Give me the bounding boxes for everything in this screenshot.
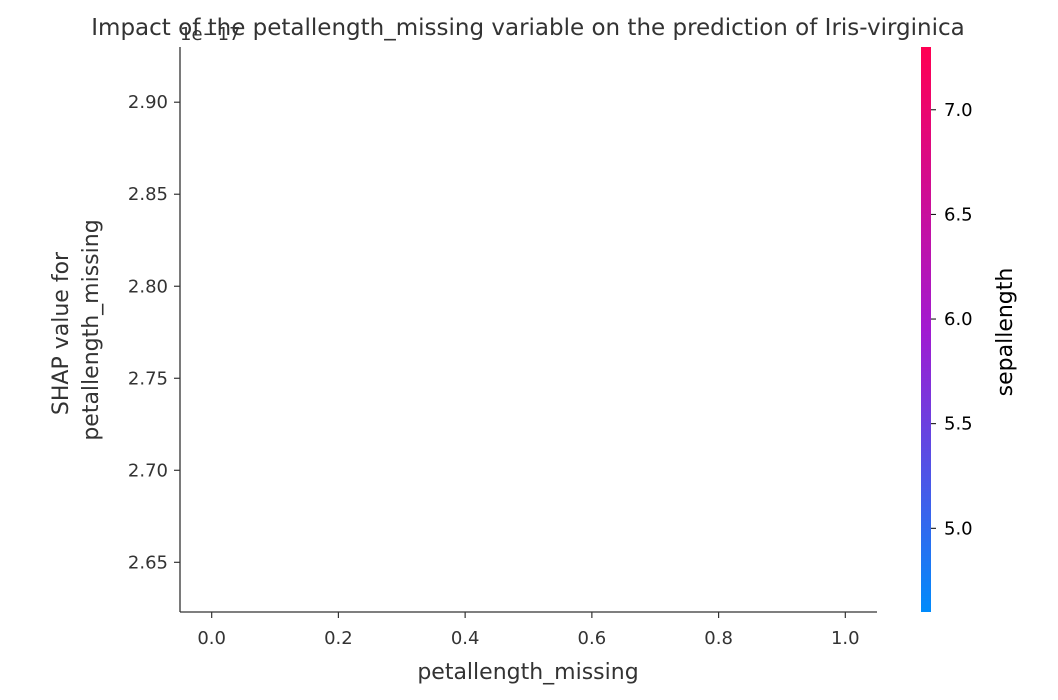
y-tick-label: 2.80 (128, 276, 168, 297)
y-axis-label: SHAP value for petallength_missing (49, 219, 104, 440)
y-tick-label: 2.90 (128, 92, 168, 113)
y-ticks: 2.65 2.70 2.75 2.80 2.85 2.90 (128, 92, 180, 573)
y-offset-label: 1e−17 (180, 24, 241, 45)
colorbar-tick-label: 6.5 (944, 204, 973, 225)
y-tick-label: 2.75 (128, 368, 168, 389)
colorbar-tick-label: 6.0 (944, 309, 973, 330)
x-tick-label: 0.6 (578, 628, 607, 649)
x-tick-label: 0.2 (324, 628, 353, 649)
y-tick-label: 2.85 (128, 184, 168, 205)
x-tick-label: 1.0 (831, 628, 860, 649)
y-tick-label: 2.65 (128, 552, 168, 573)
colorbar-tick-label: 5.0 (944, 518, 973, 539)
x-tick-label: 0.0 (197, 628, 226, 649)
y-tick-label: 2.70 (128, 460, 168, 481)
x-axis-label: petallength_missing (417, 660, 638, 685)
colorbar-tick-label: 5.5 (944, 414, 973, 435)
x-tick-label: 0.4 (451, 628, 480, 649)
chart-title: Impact of the petallength_missing variab… (91, 15, 964, 41)
colorbar (921, 47, 931, 612)
colorbar-label: sepallength (993, 268, 1018, 397)
x-tick-label: 0.8 (704, 628, 733, 649)
plot-axes (179, 47, 877, 613)
colorbar-tick-label: 7.0 (944, 100, 973, 121)
colorbar-ticks: 5.0 5.5 6.0 6.5 7.0 (931, 100, 973, 539)
x-ticks: 0.0 0.2 0.4 0.6 0.8 1.0 (197, 612, 860, 649)
